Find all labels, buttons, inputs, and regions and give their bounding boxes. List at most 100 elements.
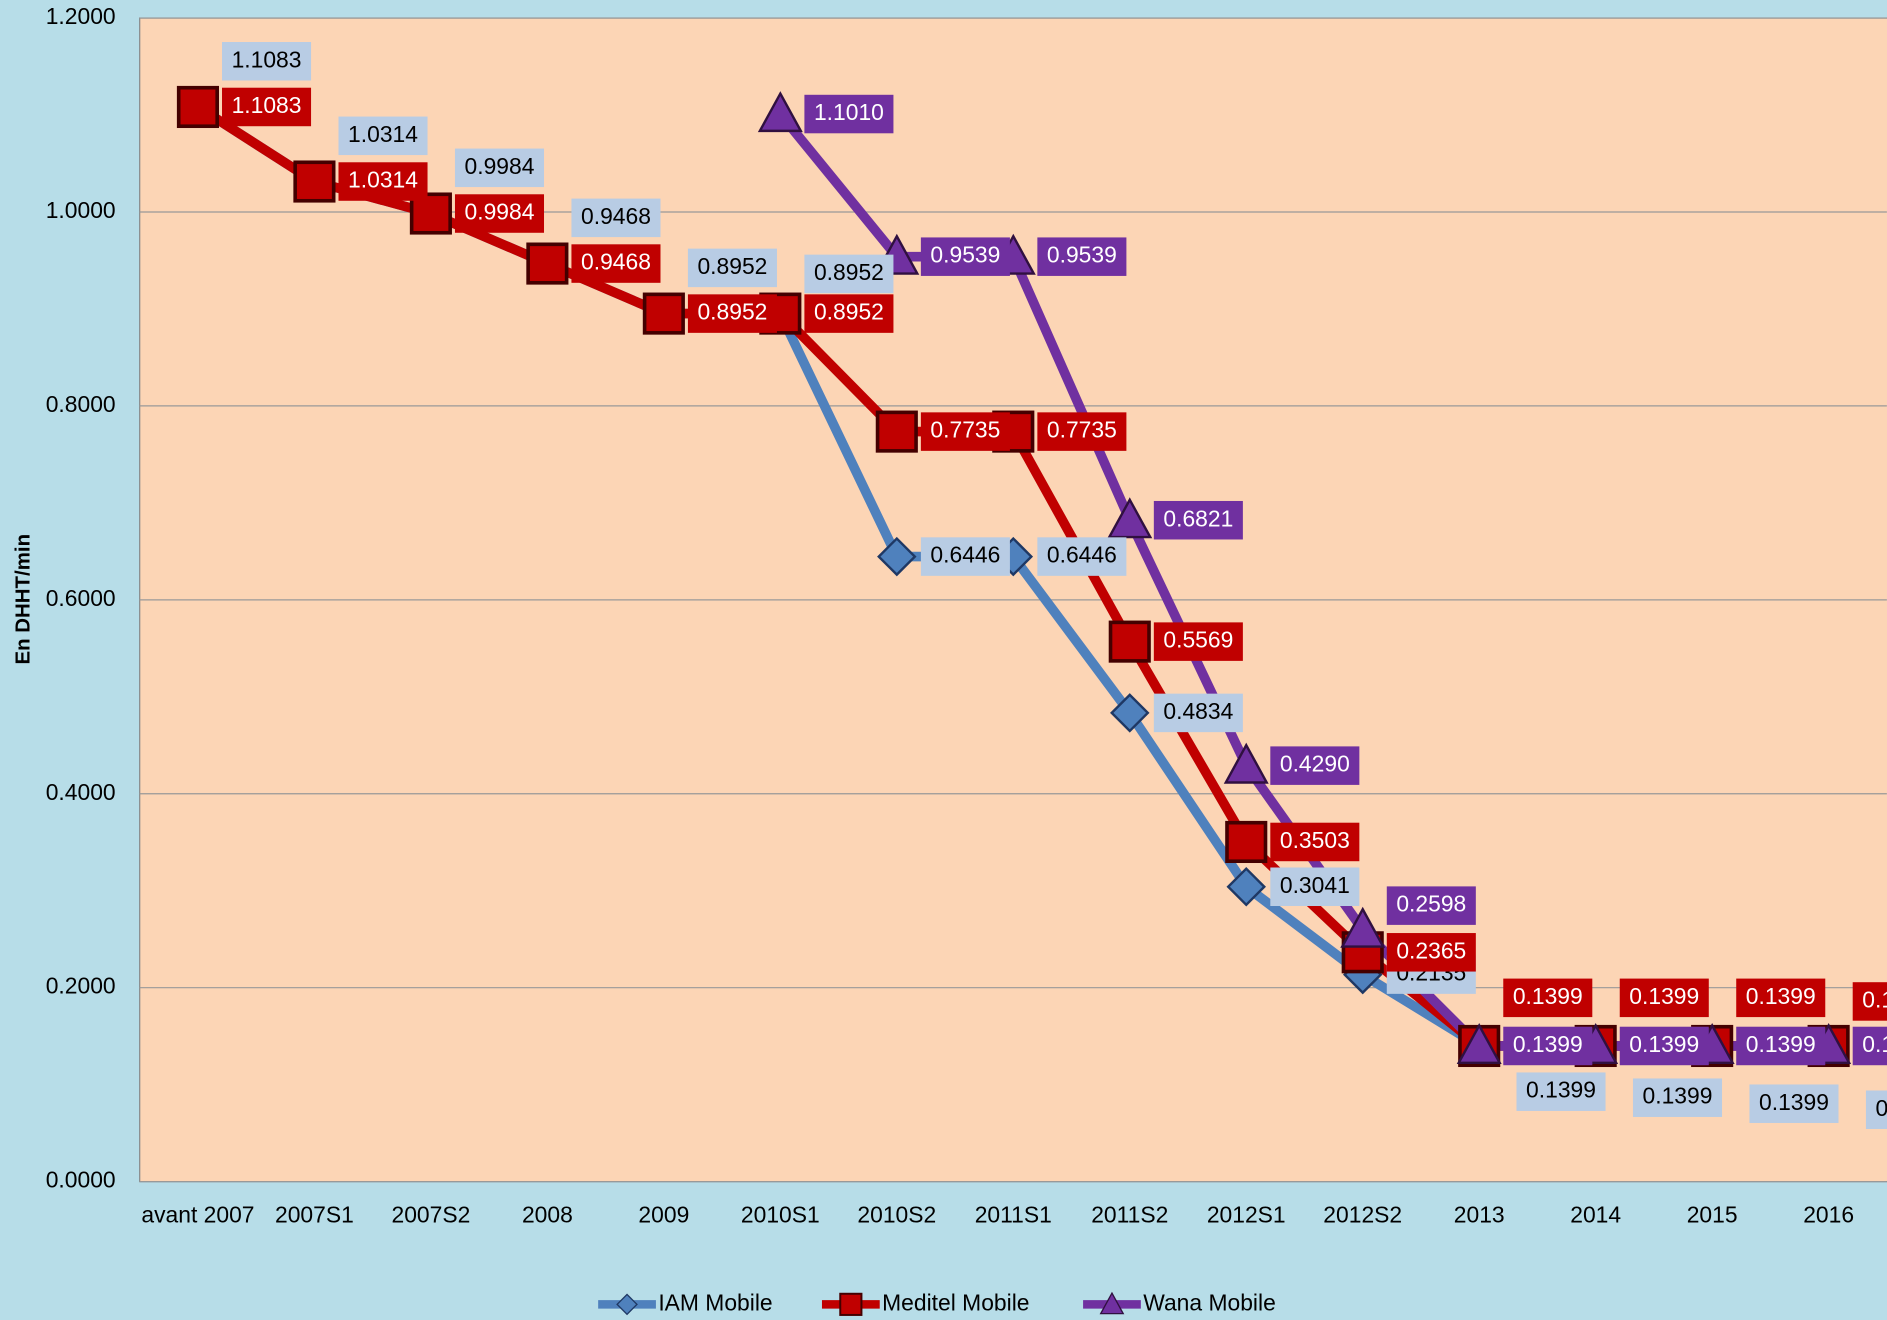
legend-marker <box>616 1293 638 1316</box>
data-label: 0.9539 <box>930 242 1000 268</box>
data-label: 0.8952 <box>697 299 767 325</box>
data-label-bg <box>571 198 661 238</box>
x-tick-label: 2007S2 <box>391 1202 470 1228</box>
data-label: 0.8952 <box>814 299 884 325</box>
data-label: 0.1399 <box>1862 1031 1887 1057</box>
data-label-bg <box>804 254 894 294</box>
y-tick-label: 0.8000 <box>46 391 116 417</box>
data-label-bg <box>1270 822 1360 862</box>
x-tick-label: 2012S2 <box>1323 1202 1402 1228</box>
data-label-bg <box>1619 1026 1709 1066</box>
data-label-bg <box>1503 978 1593 1018</box>
data-label-bg <box>1037 412 1127 451</box>
data-label: 0.6446 <box>1047 542 1117 568</box>
x-tick-label: 2015 <box>1687 1202 1738 1228</box>
data-label-bg <box>1503 1026 1593 1066</box>
data-label-bg <box>1153 622 1243 661</box>
y-tick-label: 0.0000 <box>46 1167 116 1193</box>
data-label-bg <box>571 244 661 283</box>
data-label: 0.1399 <box>1862 986 1887 1012</box>
x-tick-label: 2013 <box>1454 1202 1505 1228</box>
data-label: 0.7735 <box>1047 417 1117 443</box>
marker-square <box>176 85 220 129</box>
data-label: 0.1399 <box>1526 1077 1596 1103</box>
data-label-bg <box>687 248 777 288</box>
data-label-bg <box>454 148 545 188</box>
data-label: 1.1083 <box>232 92 302 118</box>
data-label: 0.9984 <box>465 199 535 225</box>
data-label-bg <box>1037 537 1127 576</box>
data-label-bg <box>1386 886 1476 925</box>
data-label: 0.8952 <box>697 253 767 279</box>
data-label-bg <box>338 162 428 201</box>
x-tick-label: 2008 <box>522 1202 573 1228</box>
x-tick-label: 2011S1 <box>975 1202 1052 1228</box>
data-label: 0.1399 <box>1629 1031 1699 1057</box>
data-label: 1.1083 <box>232 46 302 72</box>
data-label: 0.6821 <box>1163 505 1233 531</box>
data-label-bg <box>1386 933 1476 972</box>
data-label: 1.0314 <box>348 121 418 147</box>
data-label-bg <box>1852 982 1887 1021</box>
data-label: 0.1399 <box>1513 1031 1583 1057</box>
data-label-bg <box>1619 978 1709 1018</box>
y-tick-label: 0.2000 <box>46 973 116 999</box>
y-tick-label: 0.4000 <box>46 779 116 805</box>
data-label: 0.2365 <box>1396 937 1466 963</box>
data-label-bg <box>804 294 894 333</box>
x-tick-label: 2009 <box>638 1202 689 1228</box>
x-tick-label: 2014 <box>1570 1202 1621 1228</box>
data-label: 0.1399 <box>1629 983 1699 1009</box>
x-tick-label: 2010S2 <box>857 1202 936 1228</box>
data-label: 0.1399 <box>1759 1089 1829 1115</box>
data-label-bg <box>222 41 312 81</box>
x-tick-label: 2010S1 <box>741 1202 820 1228</box>
marker-square <box>642 292 685 335</box>
data-label-bg <box>1153 693 1243 733</box>
marker-square <box>1108 620 1151 663</box>
data-label: 0.9984 <box>465 153 535 179</box>
marker-triangle <box>1340 906 1386 948</box>
data-label-bg <box>1516 1072 1606 1111</box>
data-label: 0.4290 <box>1280 751 1350 777</box>
y-axis-title: En DHHT/min <box>12 534 35 665</box>
marker-triangle <box>1223 742 1269 784</box>
marker-diamond <box>877 536 917 577</box>
marker-diamond <box>1226 867 1266 907</box>
data-label: 0.2598 <box>1396 891 1466 917</box>
data-label: 1.0314 <box>348 167 418 193</box>
data-label: 0.1399 <box>1513 983 1583 1009</box>
data-label-bg <box>1852 1026 1887 1066</box>
legend-label: Meditel Mobile <box>882 1289 1029 1315</box>
data-label-bg <box>1749 1084 1839 1123</box>
data-label: 0.9539 <box>1047 242 1117 268</box>
x-tick-label: 2016 <box>1803 1202 1854 1228</box>
data-label-bg <box>920 412 1010 451</box>
data-label-bg <box>687 294 777 333</box>
data-label-bg <box>338 116 428 156</box>
data-label-bg <box>804 94 894 134</box>
data-label-bg <box>1736 978 1826 1018</box>
legend-marker <box>839 1292 863 1316</box>
x-tick-label: 2007S1 <box>275 1202 354 1228</box>
data-label: 0.3041 <box>1280 872 1350 898</box>
data-label-bg <box>920 237 1010 276</box>
data-label: 0.9468 <box>581 249 651 275</box>
marker-diamond <box>1110 693 1150 733</box>
data-label-bg <box>1153 500 1243 540</box>
data-label: 1.1010 <box>814 99 884 125</box>
legend-label: IAM Mobile <box>658 1289 772 1315</box>
legend-label: Wana Mobile <box>1143 1289 1276 1315</box>
y-tick-label: 1.0000 <box>46 197 116 223</box>
marker-square <box>1225 820 1268 864</box>
data-label-bg <box>1632 1078 1723 1117</box>
marker-triangle <box>1107 497 1153 539</box>
data-label-bg <box>920 537 1010 576</box>
data-label-bg <box>1037 237 1127 276</box>
marker-square <box>293 160 336 203</box>
data-label: 0.9468 <box>581 203 651 229</box>
y-tick-label: 0.6000 <box>46 585 116 611</box>
data-label: 0.4834 <box>1163 698 1233 724</box>
data-label: 0.5569 <box>1163 627 1233 653</box>
